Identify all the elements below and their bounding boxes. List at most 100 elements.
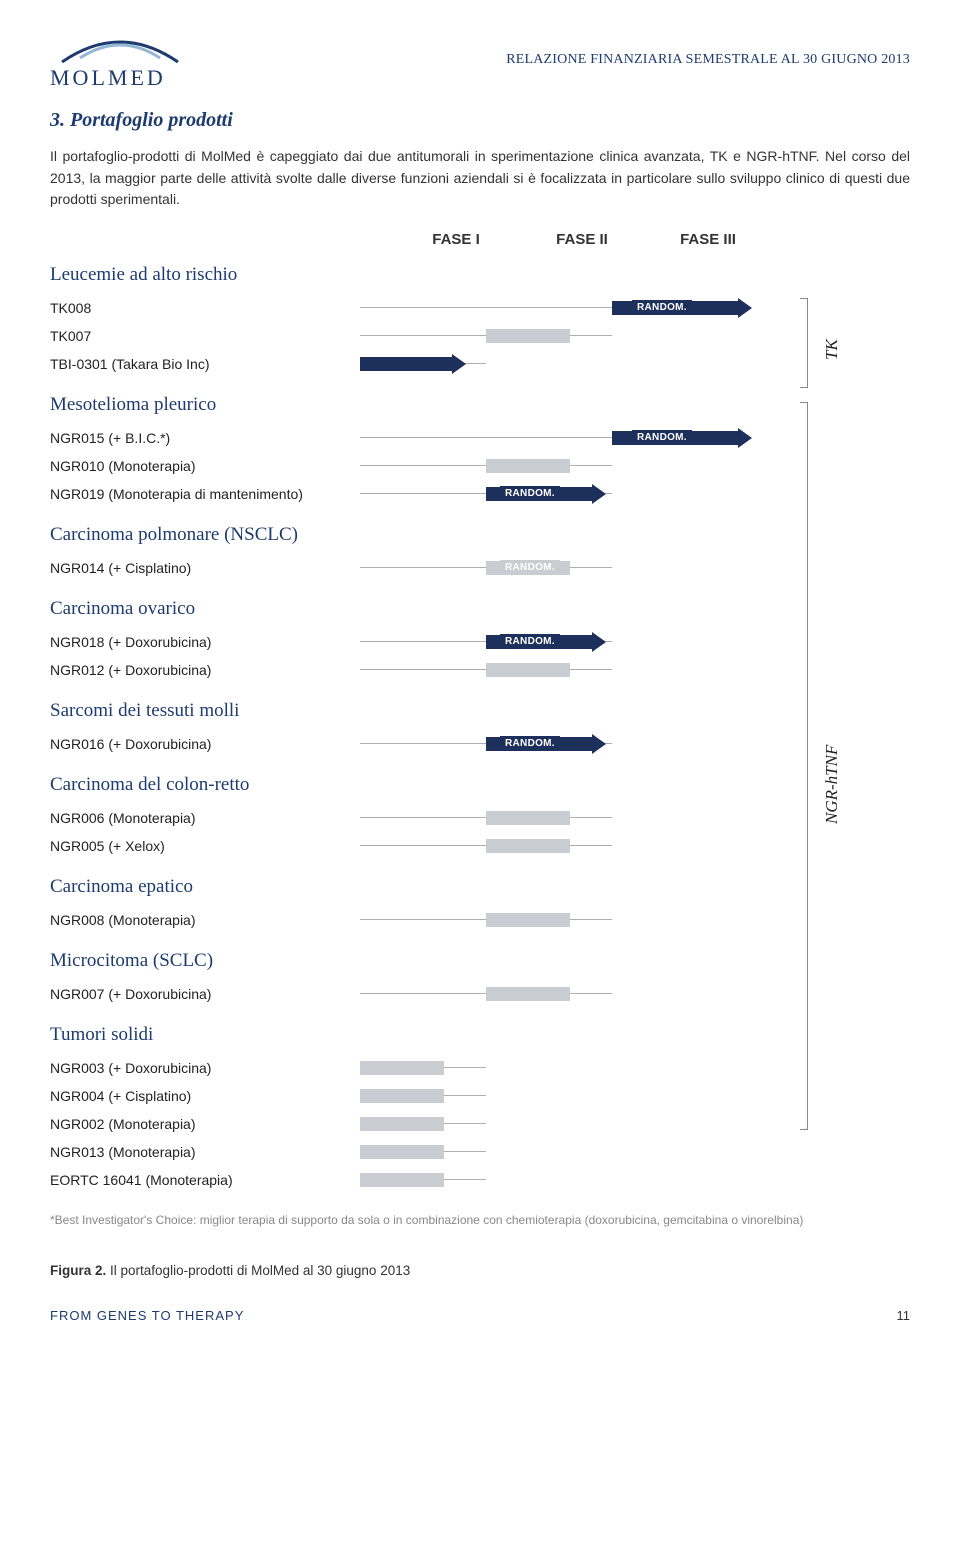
trial-row: NGR013 (Monoterapia) [50,1138,910,1166]
ngr-side-label: NGR-hTNF [822,745,842,824]
trial-row: EORTC 16041 (Monoterapia) [50,1166,910,1194]
trial-label: NGR013 (Monoterapia) [50,1144,360,1160]
progress-bar [360,1061,444,1075]
trial-track [360,456,780,476]
progress-bar [360,1145,444,1159]
trial-row: NGR006 (Monoterapia) [50,804,910,832]
figure-caption-text: Il portafoglio-prodotti di MolMed al 30 … [110,1263,410,1278]
figure-label: Figura 2. [50,1263,106,1278]
trial-row: NGR005 (+ Xelox) [50,832,910,860]
footer-tagline: FROM GENES TO THERAPY [50,1308,244,1323]
progress-bar [486,811,570,825]
trial-track [360,1086,780,1106]
arrow-icon [592,484,606,504]
trial-label: NGR006 (Monoterapia) [50,810,360,826]
trial-label: NGR015 (+ B.I.C.*) [50,430,360,446]
group-title: Carcinoma polmonare (NSCLC) [50,524,910,546]
trial-label: TK007 [50,328,360,344]
group-title: Sarcomi dei tessuti molli [50,700,910,722]
logo: MOLMED [50,30,190,91]
trial-track [360,326,780,346]
logo-arc-icon [50,30,190,66]
trial-row: NGR018 (+ Doxorubicina) RANDOM. [50,628,910,656]
arrow-icon [592,632,606,652]
group-title: Carcinoma ovarico [50,598,910,620]
trial-row: NGR004 (+ Cisplatino) [50,1082,910,1110]
trial-label: TBI-0301 (Takara Bio Inc) [50,356,360,372]
arrow-icon [738,428,752,448]
trial-row: TK008 RANDOM. [50,294,910,322]
trial-track: RANDOM. [360,484,780,504]
progress-bar [486,459,570,473]
arrow-icon [452,354,466,374]
figure-caption: Figura 2. Il portafoglio-prodotti di Mol… [50,1263,910,1278]
arrow-icon [738,298,752,318]
trial-label: NGR002 (Monoterapia) [50,1116,360,1132]
pipeline-chart: TK NGR-hTNF Leucemie ad alto rischioTK00… [50,264,910,1194]
random-tag: RANDOM. [500,560,560,575]
trial-track: RANDOM. [360,298,780,318]
trial-row: NGR008 (Monoterapia) [50,906,910,934]
phase-1-label: FASE I [410,231,502,248]
trial-row: NGR019 (Monoterapia di mantenimento) RAND… [50,480,910,508]
progress-bar [486,663,570,677]
tk-bracket [800,298,808,388]
trial-track [360,984,780,1004]
trial-track [360,910,780,930]
trial-label: TK008 [50,300,360,316]
trial-row: NGR012 (+ Doxorubicina) [50,656,910,684]
trial-row: NGR007 (+ Doxorubicina) [50,980,910,1008]
trial-row: TK007 [50,322,910,350]
trial-track [360,660,780,680]
trial-track [360,354,780,374]
trial-row: NGR015 (+ B.I.C.*) RANDOM. [50,424,910,452]
progress-bar [486,329,570,343]
progress-bar [486,913,570,927]
progress-bar [360,1173,444,1187]
progress-bar [360,1089,444,1103]
trial-label: NGR004 (+ Cisplatino) [50,1088,360,1104]
trial-track [360,1058,780,1078]
random-tag: RANDOM. [500,486,560,501]
progress-bar [486,839,570,853]
trial-track: RANDOM. [360,632,780,652]
progress-bar [486,987,570,1001]
group-title: Microcitoma (SCLC) [50,950,910,972]
trial-track [360,808,780,828]
group-title: Carcinoma del colon-retto [50,774,910,796]
trial-track [360,1170,780,1190]
trial-label: NGR018 (+ Doxorubicina) [50,634,360,650]
page-header: MOLMED RELAZIONE FINANZIARIA SEMESTRALE … [50,30,910,91]
trial-row: NGR014 (+ Cisplatino)RANDOM. [50,554,910,582]
trial-track: RANDOM. [360,558,780,578]
trial-label: NGR019 (Monoterapia di mantenimento) [50,486,360,502]
trial-track: RANDOM. [360,734,780,754]
progress-bar [360,1117,444,1131]
random-tag: RANDOM. [632,430,692,445]
trial-label: NGR007 (+ Doxorubicina) [50,986,360,1002]
trial-track [360,1142,780,1162]
random-tag: RANDOM. [500,634,560,649]
footnote: *Best Investigator's Choice: miglior ter… [50,1212,910,1229]
document-title: RELAZIONE FINANZIARIA SEMESTRALE AL 30 G… [506,52,910,68]
group-title: Leucemie ad alto rischio [50,264,910,286]
trial-label: NGR016 (+ Doxorubicina) [50,736,360,752]
trial-label: NGR010 (Monoterapia) [50,458,360,474]
trial-row: NGR003 (+ Doxorubicina) [50,1054,910,1082]
random-tag: RANDOM. [500,736,560,751]
progress-bar [360,357,452,371]
trial-track [360,836,780,856]
phase-3-label: FASE III [662,231,754,248]
random-tag: RANDOM. [632,300,692,315]
phase-header-row: FASE I FASE II FASE III [410,231,910,248]
trial-row: NGR016 (+ Doxorubicina) RANDOM. [50,730,910,758]
page-footer: FROM GENES TO THERAPY 11 [50,1308,910,1323]
arrow-icon [592,734,606,754]
trial-track [360,1114,780,1134]
trial-row: NGR010 (Monoterapia) [50,452,910,480]
logo-text: MOLMED [50,65,190,91]
trial-track: RANDOM. [360,428,780,448]
group-title: Carcinoma epatico [50,876,910,898]
section-paragraph: Il portafoglio-prodotti di MolMed è cape… [50,146,910,211]
trial-row: NGR002 (Monoterapia) [50,1110,910,1138]
